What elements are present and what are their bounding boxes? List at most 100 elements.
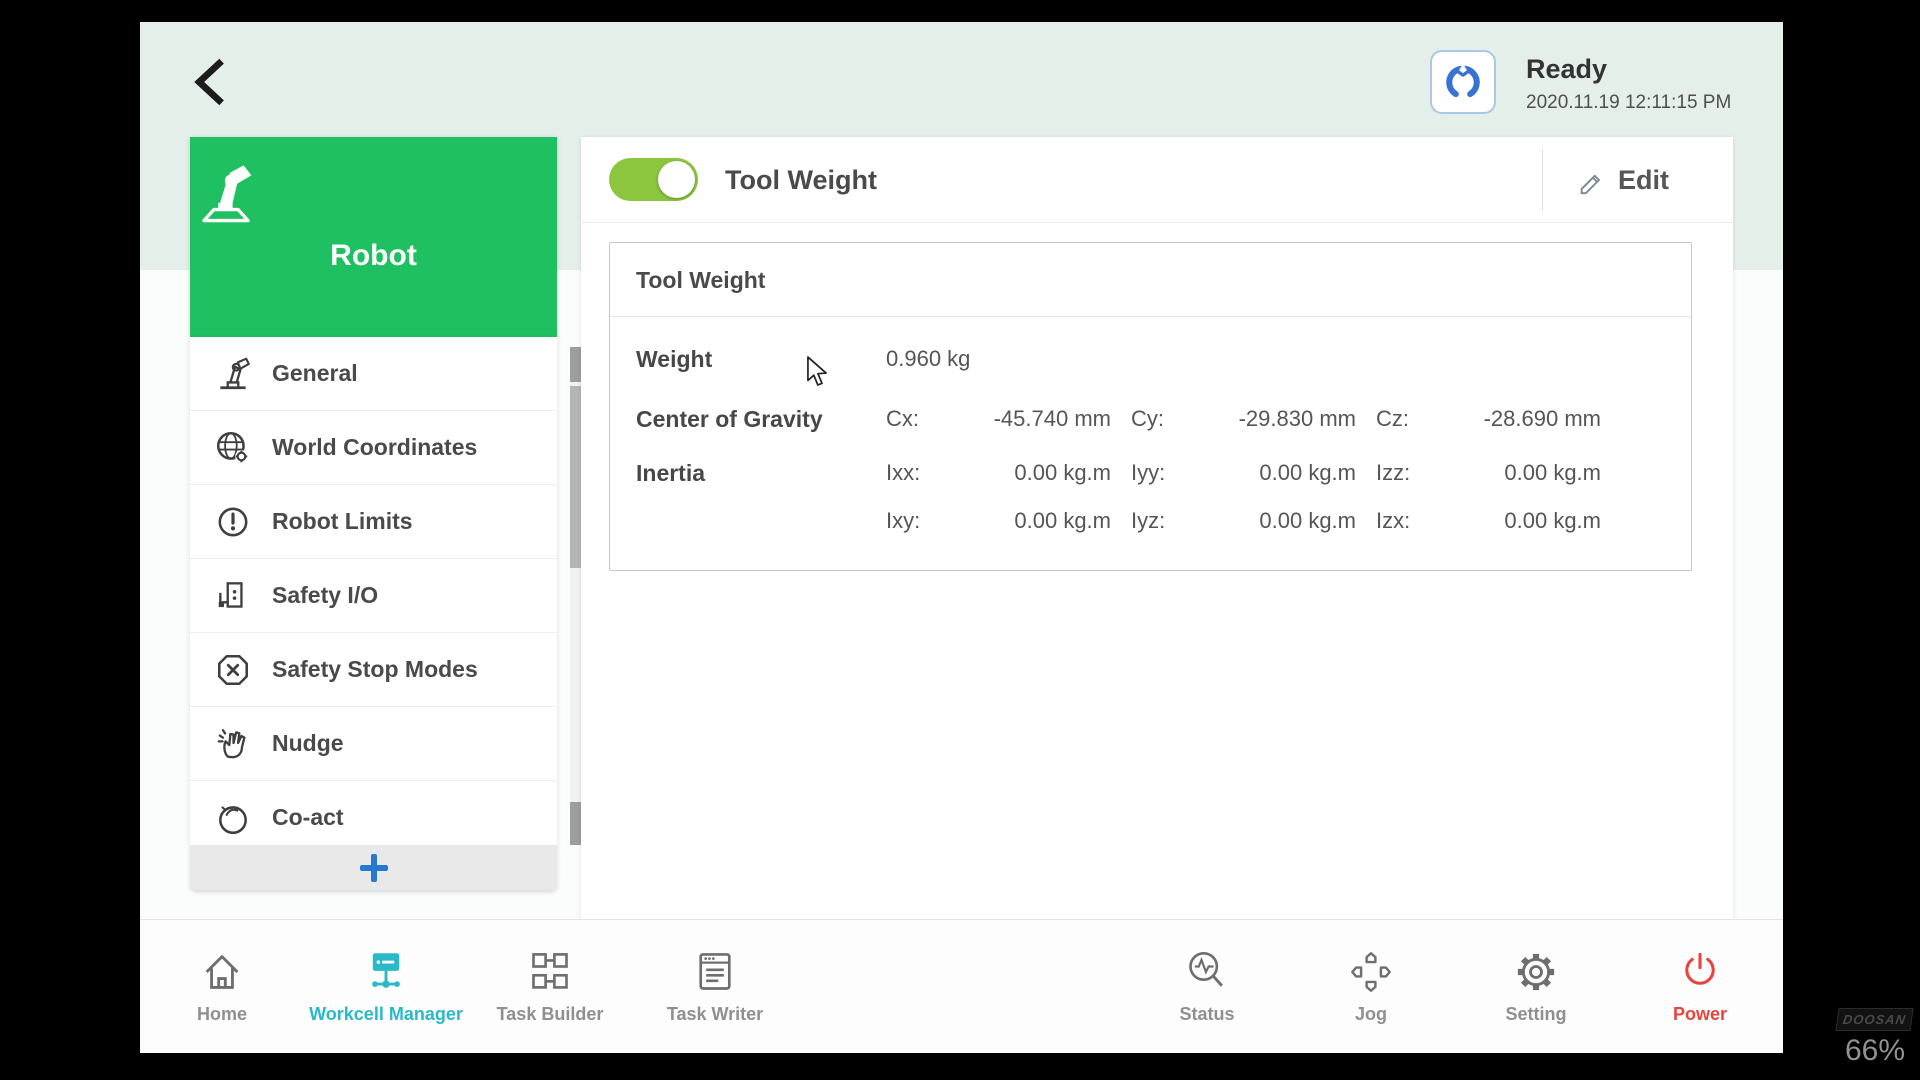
back-button[interactable] [188,56,236,108]
add-workcell-item-button[interactable] [190,845,557,890]
nav-label: Jog [1354,1004,1387,1024]
sidebar-menu: General World Coordinates [190,337,557,845]
nav-item-power[interactable]: Power [1615,942,1783,1025]
inertia-ixx-key: Ixx: [886,460,921,485]
tool-weight-panel: Tool Weight Edit Tool Weight Weight 0.96… [581,137,1733,919]
gear-icon [1451,942,1621,994]
cog-cy-key: Cy: [1131,406,1164,431]
cog-cz-key: Cz: [1376,406,1409,431]
tool-weight-card: Tool Weight Weight 0.960 kg Center of Gr… [609,242,1692,571]
weight-row: Weight 0.960 kg [636,329,1691,389]
inertia-iyy-value: 0.00 kg.m [1259,460,1356,485]
sidebar-item-label: General [272,360,358,386]
workcell-manager-icon [301,942,471,994]
task-writer-icon [630,942,800,994]
doosan-logo: DOOSAN [1835,1008,1915,1031]
task-builder-icon [465,942,635,994]
inertia-izx-value: 0.00 kg.m [1504,508,1601,533]
nav-item-task-builder[interactable]: Task Builder [465,942,635,1025]
edit-button[interactable]: Edit [1576,137,1669,223]
inertia-izx-key: Izx: [1376,508,1411,533]
inertia-iyy-key: Iyy: [1131,460,1166,485]
sidebar-item-robot-limits[interactable]: Robot Limits [190,485,557,559]
hand-nudge-icon [214,725,252,763]
stop-octagon-icon [214,651,252,689]
status-timestamp: 2020.11.19 12:11:15 PM [1526,92,1732,113]
io-panel-icon [214,577,252,615]
card-rows: Weight 0.960 kg Center of Gravity Cx: -4… [610,317,1691,545]
weight-label: Weight [636,345,713,372]
inertia-iyz-value: 0.00 kg.m [1259,508,1356,533]
nav-item-jog[interactable]: Jog [1286,942,1456,1025]
nav-label: Power [1672,1004,1728,1024]
back-chevron-icon [188,56,236,108]
bottom-nav-bar: Home Workcell Manager [140,919,1783,1053]
inertia-row-1: Inertia Ixx: 0.00 kg.m Iyy: 0.00 kg.m Iz… [636,449,1691,497]
cog-row: Center of Gravity Cx: -45.740 mm Cy: -29… [636,389,1691,449]
power-icon [1615,942,1783,994]
add-icon [359,853,388,882]
sidebar-item-label: Co-act [272,804,344,830]
nav-item-status[interactable]: Status [1122,942,1292,1025]
nav-label: Workcell Manager [309,1004,463,1024]
panel-title: Tool Weight [725,165,877,195]
status-magnifier-icon [1122,942,1292,994]
cog-cx-key: Cx: [886,406,919,431]
jog-dpad-icon [1286,942,1456,994]
toggle-knob [658,161,695,198]
home-icon [140,942,307,994]
sidebar-title: Robot [330,239,417,272]
cog-label: Center of Gravity [636,405,823,432]
recorder-overlay: DOOSAN 66% [1830,1008,1920,1068]
sidebar-item-general[interactable]: General [190,337,557,411]
sidebar-item-label: World Coordinates [272,434,478,460]
co-act-icon [214,799,252,837]
robot-arm-icon [214,355,252,393]
inertia-iyz-key: Iyz: [1131,508,1166,533]
inertia-ixy-key: Ixy: [886,508,921,533]
nav-label: Home [196,1004,247,1024]
sidebar-item-safety-stop-modes[interactable]: Safety Stop Modes [190,633,557,707]
sidebar-item-safety-io[interactable]: Safety I/O [190,559,557,633]
status-title: Ready [1526,54,1608,84]
inertia-ixx-value: 0.00 kg.m [1014,460,1111,485]
robot-icon [202,164,255,223]
cog-cy-value: -29.830 mm [1238,406,1356,431]
robot-status-text: Ready 2020.11.19 12:11:15 PM [1526,54,1731,114]
nav-item-task-writer[interactable]: Task Writer [630,942,800,1025]
limit-warning-icon [214,503,252,541]
sidebar-item-label: Nudge [272,730,344,756]
robot-status-button[interactable] [1430,50,1496,114]
nav-label: Task Writer [666,1004,764,1024]
nav-label: Task Builder [496,1004,604,1024]
nav-label: Setting [1505,1004,1567,1024]
robot-gripper-icon [1441,60,1485,104]
nav-label: Status [1179,1004,1235,1024]
sidebar-item-co-act[interactable]: Co-act [190,781,557,845]
nav-item-setting[interactable]: Setting [1451,942,1621,1025]
nav-item-workcell-manager[interactable]: Workcell Manager [301,942,471,1025]
weight-value: 0.960 kg [886,346,971,371]
header-divider [1542,149,1543,211]
sidebar-item-nudge[interactable]: Nudge [190,707,557,781]
tool-weight-header: Tool Weight Edit [581,137,1733,223]
app-window: Ready 2020.11.19 12:11:15 PM Robot [140,22,1783,1053]
inertia-izz-value: 0.00 kg.m [1504,460,1601,485]
card-title: Tool Weight [610,243,1691,317]
sidebar-item-world-coordinates[interactable]: World Coordinates [190,411,557,485]
pencil-icon [1576,165,1606,195]
sidebar-item-label: Safety Stop Modes [272,656,478,682]
zoom-level: 66% [1844,1034,1906,1067]
globe-icon [214,429,252,467]
inertia-row-2: Ixy: 0.00 kg.m Iyz: 0.00 kg.m Izx: 0.00 … [636,497,1691,545]
sidebar-item-label: Robot Limits [272,508,413,534]
inertia-label: Inertia [636,459,706,486]
edit-label: Edit [1618,164,1669,195]
tool-weight-toggle[interactable] [609,158,698,201]
cog-cx-value: -45.740 mm [993,406,1111,431]
cog-cz-value: -28.690 mm [1483,406,1601,431]
sidebar-robot-panel[interactable]: Robot [190,137,557,337]
nav-item-home[interactable]: Home [140,942,307,1025]
mouse-cursor [804,356,830,388]
sidebar-item-label: Safety I/O [272,582,379,608]
